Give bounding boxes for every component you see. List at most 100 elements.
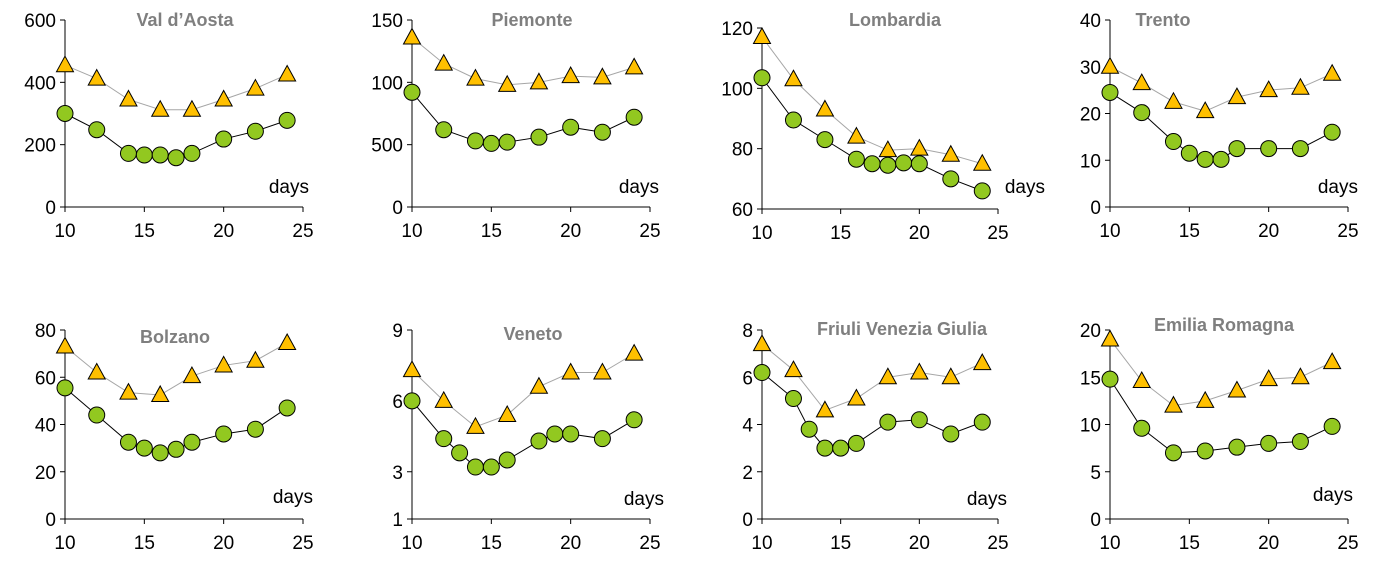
y-tick-label: 1 [392, 510, 403, 531]
triangle-marker [1227, 380, 1247, 398]
chart-title: Friuli Venezia Giulia [817, 319, 988, 339]
circle-marker [88, 121, 106, 139]
triangle-marker [1291, 77, 1310, 95]
circle-marker [847, 150, 865, 168]
circle-marker [910, 155, 928, 173]
circle-marker [1323, 123, 1341, 141]
triangle-marker [182, 366, 202, 384]
x-tick-label: 20 [560, 221, 581, 242]
y-tick-label: 100 [721, 79, 753, 100]
triangle-marker [529, 376, 549, 394]
x-axis-label: days [624, 489, 664, 510]
triangle-marker [1322, 63, 1342, 81]
y-tick-label: 120 [721, 19, 753, 40]
x-axis-label: days [269, 177, 309, 198]
y-tick-label: 100 [371, 73, 403, 94]
triangle-marker [1291, 367, 1310, 385]
circle-marker [183, 144, 201, 162]
circle-marker [135, 146, 153, 164]
circle-marker [119, 433, 137, 451]
circle-marker [167, 440, 185, 458]
y-tick-label: 0 [392, 198, 403, 219]
triangle-marker [847, 126, 866, 144]
y-tick-label: 60 [732, 200, 753, 221]
x-tick-label: 20 [909, 223, 930, 244]
circle-marker [466, 458, 484, 476]
circle-marker [278, 399, 296, 417]
triangle-marker [561, 362, 581, 380]
triangle-marker [87, 362, 107, 380]
x-tick-label: 25 [987, 533, 1008, 554]
triangle-marker [1132, 73, 1152, 91]
triangle-marker [466, 416, 485, 434]
y-tick-label: 0 [1090, 510, 1101, 531]
circle-marker [498, 451, 516, 469]
circle-marker [1196, 150, 1214, 168]
triangle-marker [1259, 80, 1279, 98]
y-tick-label: 3 [392, 463, 403, 484]
triangle-marker [1195, 390, 1215, 408]
x-tick-label: 10 [1099, 221, 1120, 242]
x-tick-label: 25 [1337, 221, 1358, 242]
circle-marker [1228, 438, 1246, 456]
y-tick-label: 40 [35, 416, 56, 437]
x-tick-label: 15 [830, 223, 851, 244]
triangle-marker [55, 55, 75, 73]
triangle-marker [815, 400, 835, 418]
circle-marker [135, 439, 153, 457]
circle-marker [530, 432, 548, 450]
triangle-marker [182, 99, 202, 117]
x-tick-label: 15 [1179, 221, 1200, 242]
circle-marker [1228, 140, 1246, 158]
y-tick-label: 10 [1080, 416, 1101, 437]
circle-marker [435, 121, 453, 139]
circle-marker [167, 149, 185, 167]
circle-marker [1291, 140, 1309, 158]
circle-marker [215, 130, 233, 148]
circle-marker [1260, 434, 1278, 452]
circle-marker [246, 122, 264, 140]
triangle-marker [593, 362, 612, 380]
triangle-marker [878, 367, 898, 385]
y-tick-label: 20 [1080, 105, 1101, 126]
y-tick-label: 40 [1080, 11, 1101, 32]
y-tick-label: 60 [35, 368, 56, 389]
x-tick-label: 10 [401, 221, 422, 242]
triangle-marker [1132, 370, 1152, 389]
x-tick-label: 10 [54, 533, 75, 554]
y-tick-label: 0 [1090, 198, 1101, 219]
triangle-marker [972, 153, 992, 171]
chart-title: Bolzano [140, 327, 210, 347]
triangle-marker [972, 353, 992, 371]
x-axis-label: days [967, 489, 1007, 510]
chart-title: Lombardia [849, 10, 942, 30]
circle-marker [753, 364, 771, 382]
triangle-marker [624, 343, 644, 361]
circle-marker [88, 406, 106, 424]
triangle-marker [87, 68, 107, 86]
circle-marker [482, 134, 500, 152]
triangle-marker [561, 66, 581, 84]
chart-title: Val d’Aosta [136, 10, 234, 30]
y-tick-label: 20 [1080, 321, 1101, 342]
circle-marker [56, 105, 74, 122]
triangle-marker [941, 144, 961, 162]
chart-panel: 0 20 40 60 80 10 15 20 25 Bolzano days [35, 321, 314, 554]
x-tick-label: 15 [481, 221, 502, 242]
circle-marker [482, 458, 500, 476]
triangle-marker [246, 78, 265, 96]
triangle-marker [497, 405, 517, 423]
x-tick-label: 15 [481, 533, 502, 554]
triangle-marker [752, 334, 772, 352]
x-tick-label: 15 [134, 533, 155, 554]
x-tick-label: 25 [292, 221, 313, 242]
y-tick-label: 4 [742, 416, 753, 437]
circle-marker [498, 133, 516, 151]
x-tick-label: 20 [1258, 533, 1279, 554]
triangle-marker [878, 140, 898, 158]
triangle-marker [214, 89, 234, 107]
y-tick-label: 10 [1080, 151, 1101, 172]
y-tick-label: 5 [1090, 463, 1101, 484]
circle-marker [246, 420, 264, 438]
